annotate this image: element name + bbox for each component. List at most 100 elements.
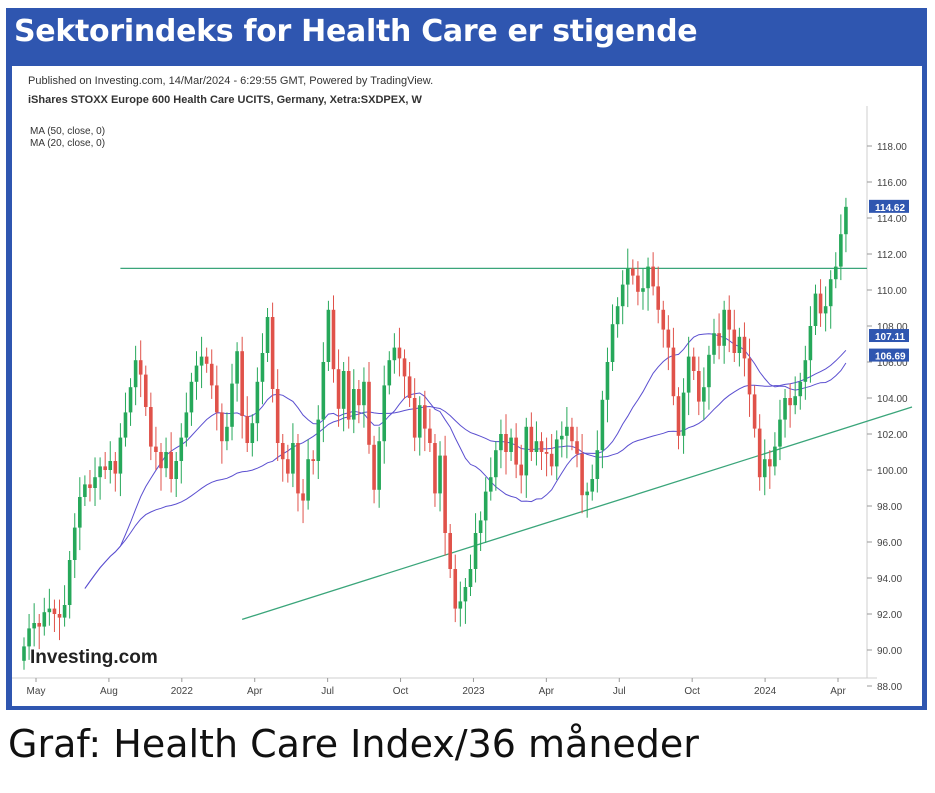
candle-body	[580, 453, 584, 496]
candle-body	[357, 389, 361, 406]
candle-body	[194, 365, 199, 382]
candle-body	[732, 329, 737, 353]
candle-body	[184, 412, 189, 438]
candle-body	[154, 446, 158, 452]
candle-body	[458, 601, 463, 609]
candle-body	[722, 309, 726, 346]
candle-body	[326, 309, 331, 362]
candle-body	[833, 266, 838, 280]
candle-body	[610, 324, 615, 362]
candle-body	[372, 444, 376, 490]
candle-body	[230, 383, 234, 427]
candle-body	[788, 398, 792, 406]
candle-body	[494, 450, 498, 478]
candle-body	[565, 426, 569, 436]
candle-body	[78, 497, 82, 528]
candle-body	[179, 437, 184, 461]
candle-body	[631, 268, 635, 276]
candle-body	[499, 434, 503, 451]
candle-body	[199, 356, 204, 366]
candle-body	[600, 399, 605, 451]
candle-body	[149, 407, 153, 447]
candle-body	[103, 466, 107, 470]
candle-body	[128, 387, 133, 413]
candle-body	[306, 459, 310, 501]
candle-body	[47, 608, 52, 613]
y-tick-label: 88.00	[877, 682, 902, 693]
candle-body	[250, 423, 255, 443]
instrument-name: iShares STOXX Europe 600 Health Care UCI…	[28, 94, 423, 106]
candle-body	[620, 284, 625, 307]
candle-body	[595, 450, 600, 479]
candle-body	[519, 464, 524, 476]
candle-body	[402, 358, 407, 377]
price-label: 106.69	[875, 352, 906, 363]
candle-body	[671, 347, 676, 397]
candle-body	[478, 520, 483, 533]
x-tick-label: Aug	[100, 686, 118, 697]
chart-area: Published on Investing.com, 14/Mar/2024 …	[12, 66, 922, 706]
candle-body	[448, 533, 452, 569]
x-tick-label: 2023	[462, 686, 485, 697]
y-tick-label: 90.00	[877, 646, 902, 657]
candle-body	[686, 356, 691, 393]
candle-body	[417, 405, 422, 438]
candle-body	[488, 477, 493, 492]
y-tick-label: 118.00	[877, 142, 907, 153]
price-label: 114.62	[875, 203, 905, 214]
candle-body	[37, 623, 42, 627]
support-trendline	[241, 406, 913, 621]
candle-body	[641, 288, 645, 292]
page-title: Sektorindeks for Health Care er stigende	[14, 14, 698, 49]
candle-body	[367, 381, 371, 445]
candle-body	[83, 484, 87, 497]
candle-body	[331, 309, 336, 370]
y-tick-label: 94.00	[877, 574, 902, 585]
candle-body	[696, 371, 701, 402]
candle-body	[463, 587, 468, 602]
candle-body	[407, 376, 412, 398]
candle-body	[752, 394, 757, 429]
candle-body	[813, 293, 818, 326]
candle-body	[32, 623, 36, 629]
candle-body	[169, 452, 173, 479]
candle-body	[123, 412, 128, 438]
candle-body	[839, 234, 843, 267]
candle-body	[382, 385, 387, 442]
candle-body	[676, 396, 681, 436]
candle-body	[296, 443, 300, 494]
candle-body	[189, 381, 194, 413]
candle-body	[828, 279, 833, 307]
candle-body	[164, 452, 168, 469]
candle-body	[118, 437, 123, 474]
candle-body	[798, 381, 803, 397]
candle-body	[509, 437, 513, 452]
candle-body	[844, 206, 848, 235]
candle-body	[615, 306, 620, 325]
candle-body	[585, 491, 589, 496]
candle-body	[661, 309, 666, 330]
candle-body	[113, 461, 118, 474]
candle-body	[773, 446, 777, 467]
candle-body	[275, 389, 280, 443]
candlestick-chart: Published on Investing.com, 14/Mar/2024 …	[12, 75, 913, 697]
candle-body	[321, 362, 326, 420]
price-label-box	[869, 329, 909, 343]
candle-body	[108, 461, 113, 470]
candle-body	[793, 396, 797, 406]
candle-body	[570, 426, 574, 442]
candle-body	[453, 569, 458, 609]
candle-body	[681, 392, 686, 436]
x-tick-label: Apr	[247, 686, 263, 697]
candle-body	[666, 329, 671, 348]
candle-body	[757, 428, 762, 478]
candle-body	[605, 362, 610, 400]
candle-body	[818, 293, 823, 314]
y-tick-label: 108.00	[877, 322, 908, 333]
candle-body	[702, 387, 706, 402]
candle-body	[362, 381, 366, 406]
candle-body	[438, 455, 442, 494]
candle-body	[717, 333, 721, 346]
candle-body	[209, 363, 214, 386]
candle-body	[397, 347, 402, 359]
